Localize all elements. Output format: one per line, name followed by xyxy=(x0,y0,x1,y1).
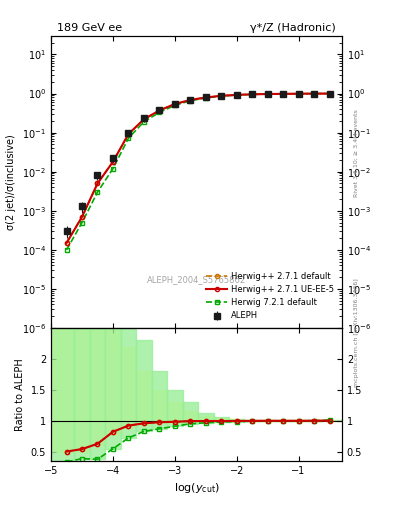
Y-axis label: σ(2 jet)/σ(inclusive): σ(2 jet)/σ(inclusive) xyxy=(6,134,17,230)
Herwig 7.2.1 default xyxy=(141,119,146,125)
Herwig++ 2.7.1 default xyxy=(157,108,162,114)
Herwig++ 2.7.1 UE-EE-5 xyxy=(64,240,69,246)
Herwig++ 2.7.1 default xyxy=(110,159,115,165)
Herwig 7.2.1 default xyxy=(110,165,115,172)
Herwig 7.2.1 default xyxy=(296,91,301,97)
Herwig 7.2.1 default xyxy=(265,91,270,97)
Herwig 7.2.1 default xyxy=(204,95,208,101)
Herwig++ 2.7.1 UE-EE-5 xyxy=(327,91,332,97)
Herwig++ 2.7.1 default xyxy=(173,101,177,107)
Line: Herwig++ 2.7.1 UE-EE-5: Herwig++ 2.7.1 UE-EE-5 xyxy=(64,92,332,245)
Herwig++ 2.7.1 UE-EE-5 xyxy=(281,91,285,97)
Herwig++ 2.7.1 default xyxy=(296,91,301,97)
Herwig++ 2.7.1 UE-EE-5 xyxy=(219,93,224,99)
Herwig++ 2.7.1 UE-EE-5 xyxy=(126,131,131,137)
Herwig++ 2.7.1 default xyxy=(312,91,316,97)
Herwig 7.2.1 default xyxy=(219,93,224,99)
Herwig++ 2.7.1 UE-EE-5 xyxy=(296,91,301,97)
Text: ALEPH_2004_S5765862: ALEPH_2004_S5765862 xyxy=(147,275,246,284)
Herwig++ 2.7.1 default xyxy=(327,91,332,97)
Herwig++ 2.7.1 UE-EE-5 xyxy=(110,159,115,165)
Herwig++ 2.7.1 default xyxy=(265,91,270,97)
Herwig++ 2.7.1 default xyxy=(80,214,84,220)
Text: mcplots.cern.ch [arXiv:1306.3436]: mcplots.cern.ch [arXiv:1306.3436] xyxy=(354,279,359,387)
Herwig 7.2.1 default xyxy=(157,109,162,115)
Herwig++ 2.7.1 default xyxy=(126,131,131,137)
Herwig++ 2.7.1 UE-EE-5 xyxy=(312,91,316,97)
Herwig++ 2.7.1 default xyxy=(219,93,224,99)
Line: Herwig 7.2.1 default: Herwig 7.2.1 default xyxy=(64,92,332,252)
Herwig 7.2.1 default xyxy=(250,91,255,97)
Herwig++ 2.7.1 UE-EE-5 xyxy=(250,91,255,97)
Line: Herwig++ 2.7.1 default: Herwig++ 2.7.1 default xyxy=(64,92,332,245)
Y-axis label: Ratio to ALEPH: Ratio to ALEPH xyxy=(15,358,25,431)
Herwig++ 2.7.1 UE-EE-5 xyxy=(204,94,208,100)
Text: Rivet 3.1.10; ≥ 3.4M events: Rivet 3.1.10; ≥ 3.4M events xyxy=(354,110,359,198)
Herwig++ 2.7.1 default xyxy=(281,91,285,97)
Herwig++ 2.7.1 default xyxy=(204,94,208,100)
Herwig 7.2.1 default xyxy=(80,220,84,226)
Herwig++ 2.7.1 default xyxy=(95,180,100,186)
Herwig 7.2.1 default xyxy=(95,189,100,195)
Herwig 7.2.1 default xyxy=(281,91,285,97)
Herwig++ 2.7.1 UE-EE-5 xyxy=(188,97,193,103)
Herwig++ 2.7.1 UE-EE-5 xyxy=(265,91,270,97)
Herwig++ 2.7.1 default xyxy=(188,97,193,103)
Herwig++ 2.7.1 default xyxy=(141,116,146,122)
Herwig 7.2.1 default xyxy=(126,135,131,141)
Text: γ*/Z (Hadronic): γ*/Z (Hadronic) xyxy=(250,23,336,33)
Text: 189 GeV ee: 189 GeV ee xyxy=(57,23,122,33)
Herwig++ 2.7.1 UE-EE-5 xyxy=(80,214,84,220)
Herwig 7.2.1 default xyxy=(64,247,69,253)
Herwig 7.2.1 default xyxy=(327,91,332,97)
Herwig++ 2.7.1 default xyxy=(64,240,69,246)
Legend: Herwig++ 2.7.1 default, Herwig++ 2.7.1 UE-EE-5, Herwig 7.2.1 default, ALEPH: Herwig++ 2.7.1 default, Herwig++ 2.7.1 U… xyxy=(203,269,338,324)
Herwig++ 2.7.1 default xyxy=(250,91,255,97)
Herwig 7.2.1 default xyxy=(312,91,316,97)
Herwig++ 2.7.1 UE-EE-5 xyxy=(157,108,162,114)
X-axis label: $\log(y_{\rm cut})$: $\log(y_{\rm cut})$ xyxy=(174,481,219,495)
Herwig 7.2.1 default xyxy=(173,102,177,109)
Herwig++ 2.7.1 default xyxy=(234,92,239,98)
Herwig 7.2.1 default xyxy=(234,92,239,98)
Herwig++ 2.7.1 UE-EE-5 xyxy=(141,116,146,122)
Herwig++ 2.7.1 UE-EE-5 xyxy=(173,101,177,107)
Herwig 7.2.1 default xyxy=(188,98,193,104)
Herwig++ 2.7.1 UE-EE-5 xyxy=(234,92,239,98)
Herwig++ 2.7.1 UE-EE-5 xyxy=(95,180,100,186)
